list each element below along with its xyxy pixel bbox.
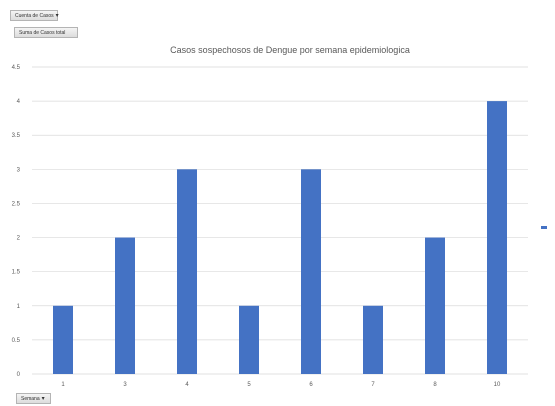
y-tick-label: 0.5 bbox=[12, 338, 21, 344]
y-tick-label: 2.5 bbox=[12, 201, 21, 207]
bar bbox=[239, 305, 259, 374]
chart-title: Casos sospechosos de Dengue por semana e… bbox=[170, 45, 410, 55]
pivot-filter-button[interactable]: Cuenta de Casos ▾ bbox=[10, 10, 59, 21]
y-tick-label: 2 bbox=[17, 236, 21, 242]
gridlines bbox=[32, 66, 528, 375]
axis-dropdown-icon: ▾ bbox=[41, 396, 45, 402]
pivot-axis-label: Semana bbox=[21, 396, 40, 402]
bar bbox=[425, 237, 445, 374]
y-tick-label: 4 bbox=[17, 99, 21, 105]
y-tick-label: 3 bbox=[17, 167, 21, 173]
x-tick-label: 4 bbox=[185, 382, 189, 388]
bar bbox=[301, 169, 321, 374]
pivot-value-button[interactable]: Suma de Casos total bbox=[14, 27, 78, 38]
x-axis-labels: 1 3 4 5 6 7 8 10 bbox=[61, 382, 501, 388]
bar bbox=[115, 237, 135, 374]
y-tick-label: 1.5 bbox=[12, 270, 21, 276]
x-tick-label: 7 bbox=[371, 382, 375, 388]
y-tick-label: 0 bbox=[17, 372, 21, 378]
x-tick-label: 8 bbox=[433, 382, 437, 388]
x-tick-label: 1 bbox=[61, 382, 65, 388]
y-tick-label: 4.5 bbox=[12, 65, 21, 71]
bar bbox=[177, 169, 197, 374]
x-tick-label: 10 bbox=[494, 382, 501, 388]
bar bbox=[487, 101, 507, 374]
y-tick-label: 3.5 bbox=[12, 133, 21, 139]
pivot-filter-label: Cuenta de Casos bbox=[15, 13, 54, 19]
bars bbox=[53, 101, 507, 374]
x-tick-label: 3 bbox=[123, 382, 127, 388]
x-tick-label: 6 bbox=[309, 382, 313, 388]
legend-marker bbox=[541, 226, 547, 229]
bar bbox=[363, 305, 383, 374]
y-tick-label: 1 bbox=[17, 304, 21, 310]
y-axis-labels: 0 0.5 1 1.5 2 2.5 3 3.5 4 4.5 bbox=[12, 65, 21, 378]
pivot-value-label: Suma de Casos total bbox=[19, 30, 66, 36]
filter-dropdown-icon: ▾ bbox=[55, 13, 59, 19]
x-tick-label: 5 bbox=[247, 382, 251, 388]
bar bbox=[53, 305, 73, 374]
pivot-axis-button[interactable]: Semana ▾ bbox=[16, 393, 51, 404]
